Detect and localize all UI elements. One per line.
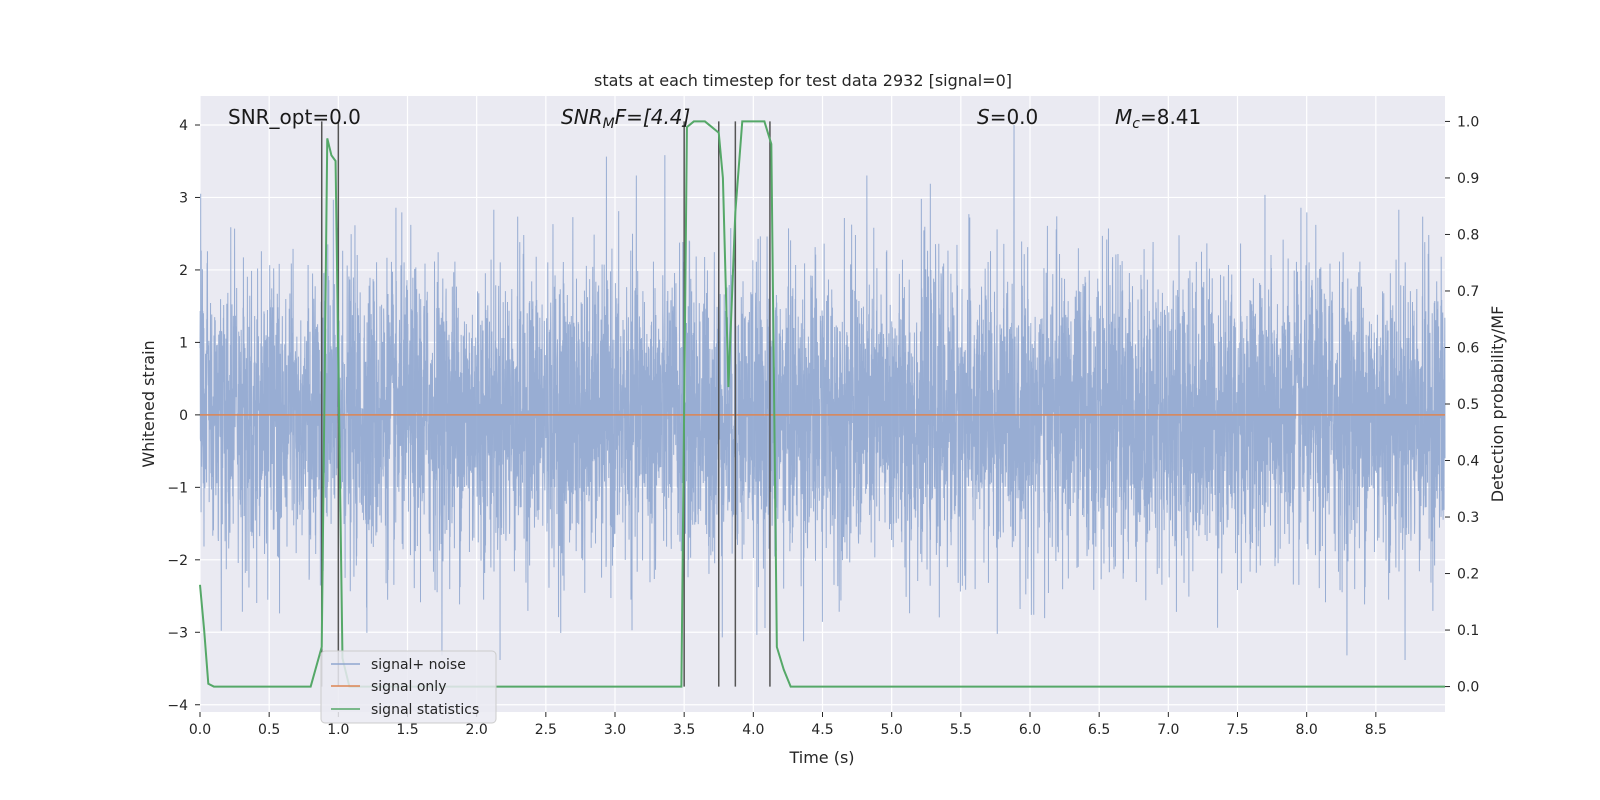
signal-plus-noise-line	[199, 124, 1446, 660]
y-tick-label-8: −4	[167, 698, 188, 714]
snr-opt-annotation: SNR_opt=0.0	[228, 105, 361, 129]
signal-plus-noise-series	[199, 124, 1446, 660]
y-axis-right-label: Detection probability/MF	[1488, 306, 1507, 503]
legend-label-signal-plus-noise: signal+ noise	[371, 657, 466, 673]
s-tail: =0.0	[990, 105, 1039, 129]
legend-label-signal-statistics: signal statistics	[371, 702, 479, 718]
chart-title: stats at each timestep for test data 293…	[594, 71, 1012, 90]
x-tick-label-1: 0.5	[258, 722, 280, 738]
y-tick-label-7: −3	[167, 625, 188, 641]
legend-box	[320, 650, 497, 724]
signal-statistics-line	[199, 120, 1445, 688]
y-tick-label-2: 2	[179, 263, 188, 279]
y-right-tick-label-9: 0.1	[1457, 623, 1479, 639]
x-tick-label-13: 6.5	[1088, 722, 1110, 738]
mc-main: M	[1115, 105, 1132, 129]
y-right-tick-label-10: 0.0	[1457, 680, 1479, 696]
mc-sub: c	[1132, 116, 1140, 132]
y-tick-label-3: 1	[179, 335, 188, 351]
y-tick-label-4: 0	[179, 408, 188, 424]
x-tick-label-5: 2.5	[535, 722, 557, 738]
x-tick-label-7: 3.5	[673, 722, 695, 738]
legend: signal+ noise signal only signal statist…	[320, 650, 497, 724]
y-tick-label-1: 3	[179, 190, 188, 206]
snr-mf-main: SNR	[561, 105, 603, 129]
x-tick-label-12: 6.0	[1019, 722, 1041, 738]
x-tick-label-3: 1.5	[396, 722, 418, 738]
x-axis-label: Time (s)	[788, 748, 854, 767]
annotations: SNR_opt=0.0 SNRMF=[4.4] S=0.0 Mc=8.41	[228, 105, 1201, 132]
x-tick-label-8: 4.0	[742, 722, 764, 738]
legend-label-signal-only: signal only	[371, 679, 446, 695]
y-tick-label-0: 4	[179, 118, 188, 134]
mc-tail: =8.41	[1140, 105, 1201, 129]
x-axis-ticks: 0.0 0.5 1.0 1.5 2.0 2.5 3.0 3.5 4.0 4.5 5.0 5.5 6.0 6…	[189, 712, 1387, 738]
y-right-tick-label-5: 0.5	[1457, 397, 1479, 413]
mc-annotation: Mc=8.41	[1115, 105, 1201, 132]
x-tick-label-11: 5.5	[950, 722, 972, 738]
snr-mf-sub: M	[603, 116, 615, 132]
y-axis-label: Whitened strain	[139, 340, 158, 467]
y-right-tick-label-3: 0.7	[1457, 284, 1479, 300]
y-right-tick-label-1: 0.9	[1457, 171, 1479, 187]
x-tick-label-6: 3.0	[604, 722, 626, 738]
x-tick-label-10: 5.0	[881, 722, 903, 738]
y-right-tick-label-6: 0.4	[1457, 454, 1479, 470]
x-tick-label-16: 8.0	[1296, 722, 1318, 738]
y-right-tick-label-4: 0.6	[1457, 340, 1479, 356]
y-right-tick-label-7: 0.3	[1457, 510, 1479, 526]
x-tick-label-14: 7.0	[1157, 722, 1179, 738]
y-right-tick-label-8: 0.2	[1457, 567, 1479, 583]
signal-statistics-series	[199, 120, 1445, 688]
snr-mf-annotation: SNRMF=[4.4]	[561, 105, 690, 132]
y-tick-label-6: −2	[167, 553, 188, 569]
y-right-tick-label-0: 1.0	[1457, 114, 1479, 130]
x-tick-label-15: 7.5	[1226, 722, 1248, 738]
x-tick-label-2: 1.0	[327, 722, 349, 738]
y-axis-left-ticks: 4 3 2 1 0 −1 −2 −3 −4	[167, 118, 200, 714]
x-tick-label-17: 8.5	[1365, 722, 1387, 738]
s-annotation: S=0.0	[977, 105, 1038, 129]
y-tick-label-5: −1	[167, 480, 188, 496]
snr-mf-tail: F=[4.4]	[615, 105, 691, 129]
x-tick-label-4: 2.0	[466, 722, 488, 738]
x-tick-label-0: 0.0	[189, 722, 211, 738]
x-tick-label-9: 4.5	[811, 722, 833, 738]
y-axis-right-ticks: 1.0 0.9 0.8 0.7 0.6 0.5 0.4 0.3 0.2 0.1 0.0	[1445, 114, 1479, 696]
y-right-tick-label-2: 0.8	[1457, 227, 1479, 243]
s-italic: S	[977, 105, 990, 129]
